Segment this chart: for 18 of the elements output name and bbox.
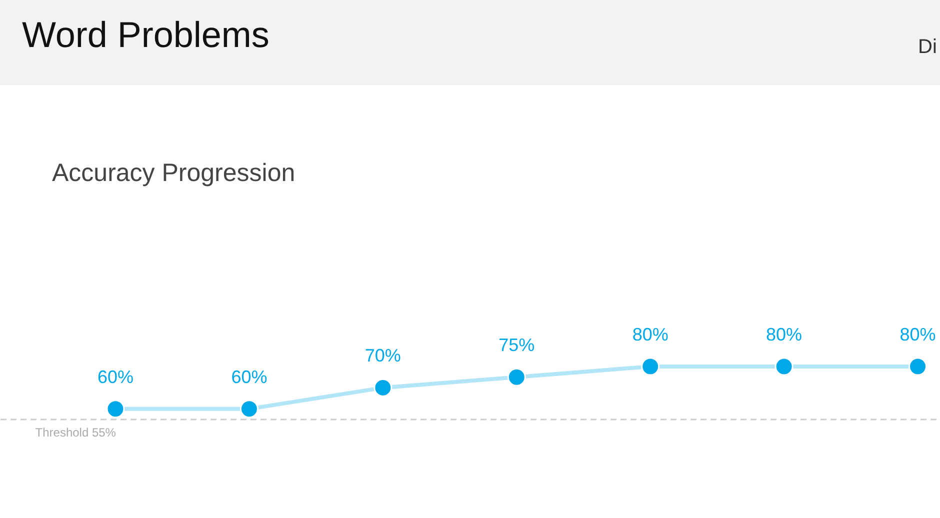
point (774, 357, 794, 376)
point (240, 400, 258, 418)
point (106, 400, 125, 418)
point (374, 378, 392, 397)
text: Di (918, 36, 937, 59)
data-label: 80% (900, 324, 936, 344)
data-label: 60% (97, 366, 134, 387)
point (507, 368, 526, 386)
chart-title: Word Problems (22, 14, 270, 56)
chart-subtitle: Accuracy Progression (52, 159, 296, 188)
data-label: 60% (231, 366, 268, 387)
data-label: 80% (766, 324, 802, 344)
data-label: 75% (498, 335, 535, 356)
data-label: 80% (632, 324, 668, 344)
data-label: 70% (364, 346, 401, 366)
ref-line-label: Threshold 55% (35, 426, 116, 440)
point (641, 357, 660, 376)
point (908, 357, 928, 376)
